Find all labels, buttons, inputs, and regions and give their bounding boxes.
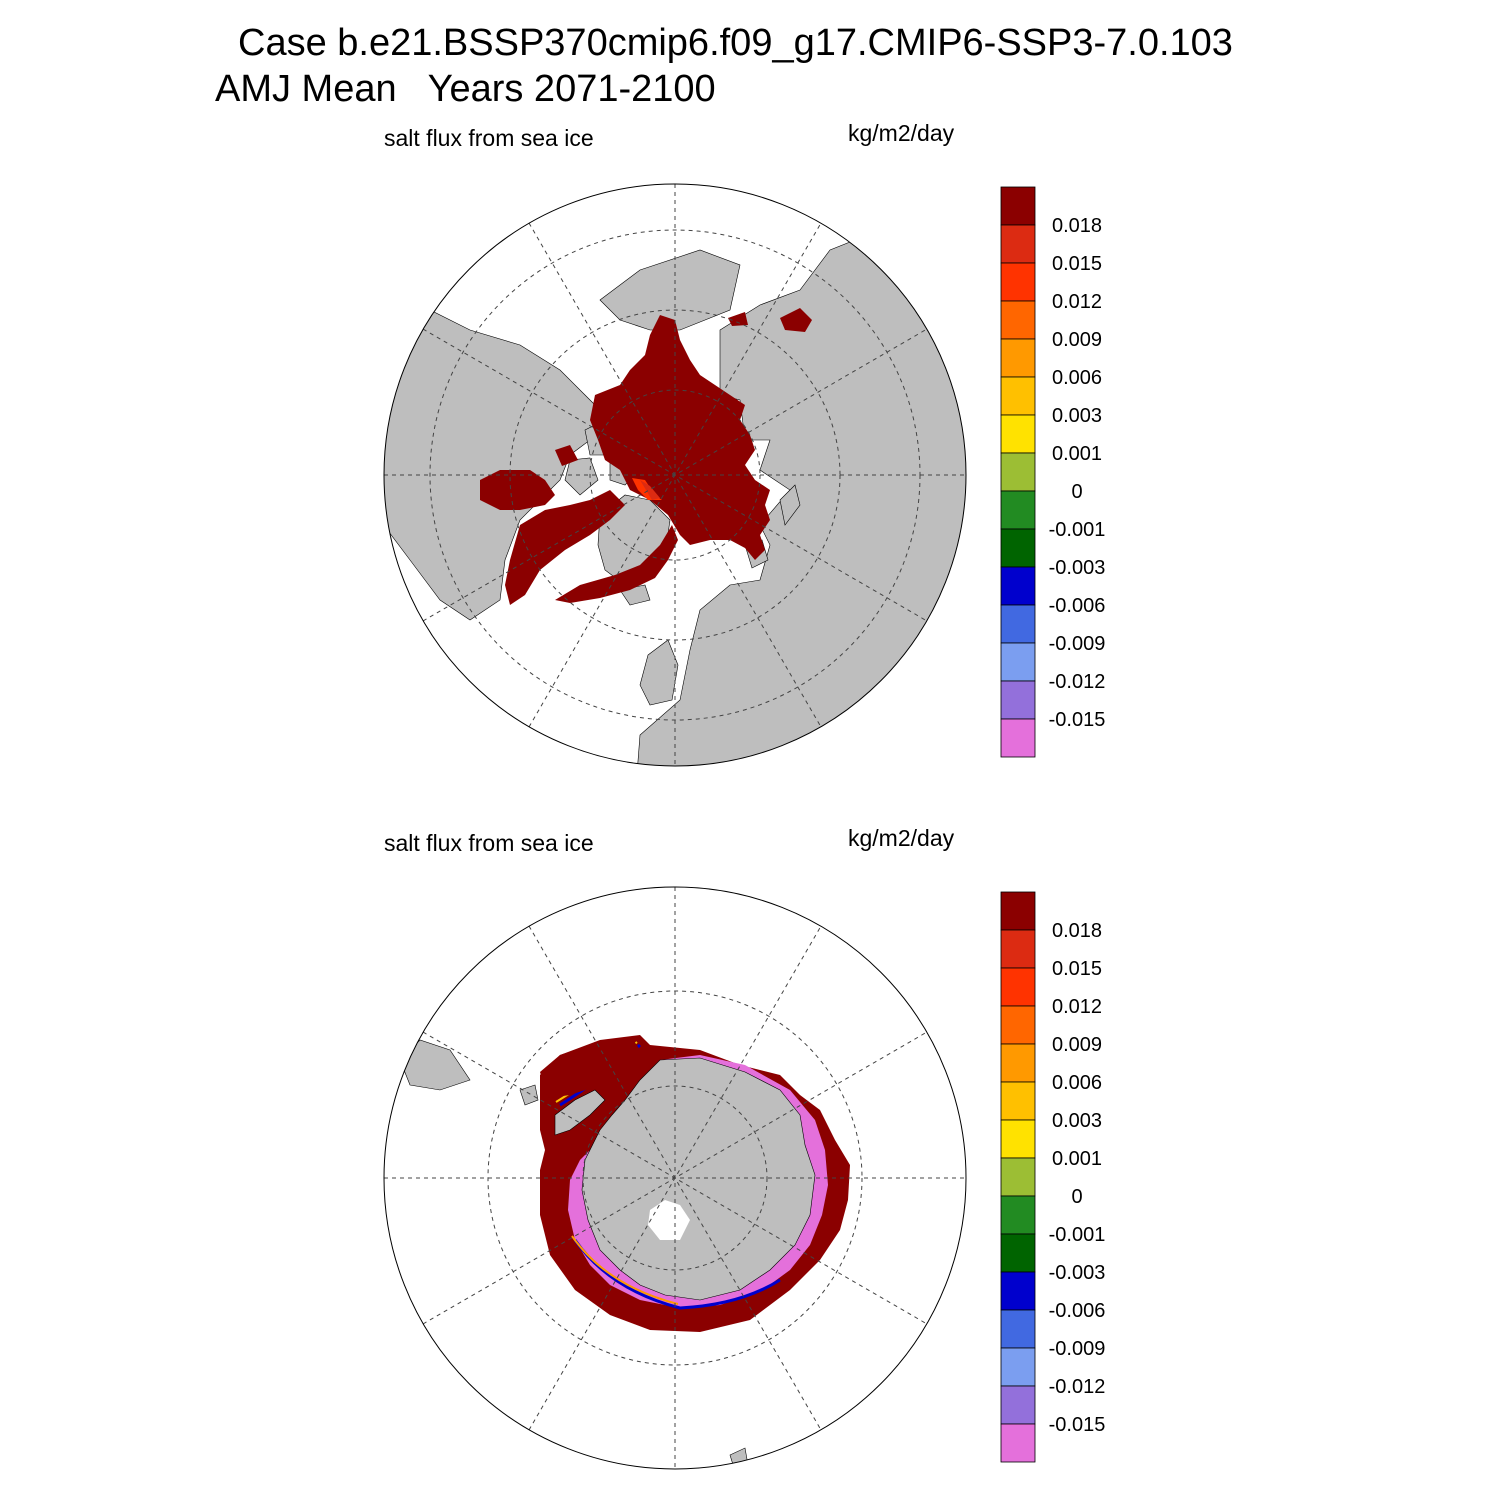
south-graticule [384,887,966,1469]
figure-title-case: Case b.e21.BSSP370cmip6.f09_g17.CMIP6-SS… [238,22,1233,64]
north-colorbar-label: 0.018 [1052,215,1102,237]
south-colorbar-label: 0 [1071,1186,1082,1208]
south-land [399,1039,816,1469]
south-colorbar-label: -0.009 [1049,1338,1106,1360]
north-colorbar-label: -0.001 [1049,519,1106,541]
south-colorbar-label: 0.001 [1052,1148,1102,1170]
south-colorbar-band [1000,967,1036,1007]
north-colorbar-label: -0.012 [1049,671,1106,693]
south-colorbar-band [1000,929,1036,969]
north-colorbar-band [1000,604,1036,644]
south-colorbar-band [1000,1309,1036,1349]
north-colorbar-band [1000,262,1036,302]
south-panel-units: kg/m2/day [848,825,955,851]
south-panel-variable: salt flux from sea ice [384,830,594,856]
north-colorbar-band [1000,566,1036,606]
north-colorbar-label: 0.006 [1052,367,1102,389]
south-colorbar-band [1000,1271,1036,1311]
north-panel-variable: salt flux from sea ice [384,125,594,151]
south-colorbar-band [1000,1195,1036,1235]
south-colorbar-band [1000,1157,1036,1197]
north-map-border [383,183,967,767]
south-colorbar-label: -0.003 [1049,1262,1106,1284]
north-colorbar-band [1000,452,1036,492]
north-colorbar-band [1000,186,1036,226]
south-colorbar-label: 0.003 [1052,1110,1102,1132]
south-colorbar-band [1000,1119,1036,1159]
north-colorbar-band [1000,338,1036,378]
north-colorbar-label: -0.003 [1049,557,1106,579]
south-colorbar-band [1000,1347,1036,1387]
north-graticule [384,184,966,766]
south-colorbar-label: 0.018 [1052,920,1102,942]
north-colorbar-band [1000,680,1036,720]
north-panel-units: kg/m2/day [848,120,955,146]
north-colorbar-label: 0.012 [1052,291,1102,313]
north-colorbar-label: 0.015 [1052,253,1102,275]
north-colorbar-label: 0.003 [1052,405,1102,427]
south-colorbar-label: 0.012 [1052,996,1102,1018]
south-colorbar-label: -0.012 [1049,1376,1106,1398]
south-polar-map [383,886,967,1470]
north-colorbar-label: -0.015 [1049,709,1106,731]
north-colorbar-band [1000,300,1036,340]
north-colorbar-label: 0.001 [1052,443,1102,465]
south-colorbar-label: 0.009 [1052,1034,1102,1056]
south-map-border [383,886,967,1470]
south-colorbar-label: -0.001 [1049,1224,1106,1246]
south-colorbar-label: -0.015 [1049,1414,1106,1436]
figure-title-season: AMJ Mean Years 2071-2100 [215,68,716,110]
north-colorbar-band [1000,224,1036,264]
north-colorbar-band [1000,414,1036,454]
south-colorbar-band [1000,1081,1036,1121]
south-colorbar-label: 0.006 [1052,1072,1102,1094]
south-colorbar: 0.018 0.015 0.012 0.009 0.006 0.003 0.001 0 -0.0… [1000,891,1106,1463]
north-colorbar-band [1000,642,1036,682]
north-sea-ice-flux [480,308,812,605]
south-colorbar-band [1000,1385,1036,1425]
south-colorbar-band [1000,1005,1036,1045]
north-colorbar-band [1000,528,1036,568]
north-colorbar-band [1000,490,1036,530]
south-colorbar-band [1000,1233,1036,1273]
south-colorbar-label: -0.006 [1049,1300,1106,1322]
north-colorbar-label: 0 [1071,481,1082,503]
north-colorbar: 0.018 0.015 0.012 0.009 0.006 0.003 0.001 0 -0.0… [1000,186,1106,758]
south-colorbar-band [1000,1043,1036,1083]
north-colorbar-label: -0.006 [1049,595,1106,617]
north-colorbar-label: 0.009 [1052,329,1102,351]
north-colorbar-label: -0.009 [1049,633,1106,655]
north-colorbar-band [1000,376,1036,416]
north-colorbar-band [1000,718,1036,758]
south-colorbar-band [1000,1423,1036,1463]
north-polar-map [383,183,967,767]
south-colorbar-label: 0.015 [1052,958,1102,980]
south-colorbar-band [1000,891,1036,931]
